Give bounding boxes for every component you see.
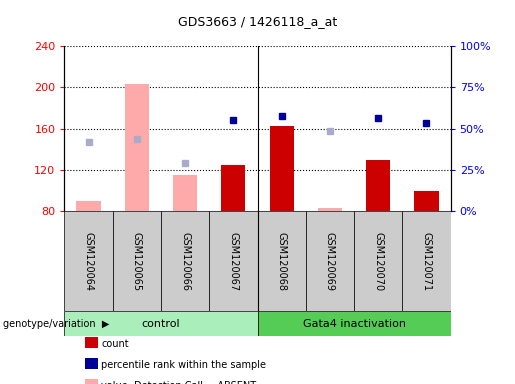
Bar: [306, 211, 354, 311]
Bar: [64, 311, 258, 336]
Bar: [221, 165, 246, 211]
Text: GSM120071: GSM120071: [421, 232, 432, 291]
Bar: [113, 211, 161, 311]
Text: Gata4 inactivation: Gata4 inactivation: [303, 318, 406, 329]
Bar: [209, 211, 258, 311]
Bar: [125, 84, 149, 211]
Text: value, Detection Call = ABSENT: value, Detection Call = ABSENT: [101, 381, 256, 384]
Bar: [258, 311, 451, 336]
Bar: [161, 211, 209, 311]
Bar: [64, 211, 113, 311]
Bar: [415, 190, 439, 211]
Bar: [269, 126, 294, 211]
Bar: [354, 211, 402, 311]
Bar: [318, 208, 342, 211]
Bar: [402, 211, 451, 311]
Bar: [76, 201, 100, 211]
Text: count: count: [101, 339, 129, 349]
Text: GDS3663 / 1426118_a_at: GDS3663 / 1426118_a_at: [178, 15, 337, 28]
Bar: [258, 211, 306, 311]
Text: GSM120066: GSM120066: [180, 232, 190, 291]
Text: GSM120067: GSM120067: [228, 232, 238, 291]
Bar: [366, 160, 390, 211]
Text: control: control: [142, 318, 180, 329]
Text: percentile rank within the sample: percentile rank within the sample: [101, 360, 266, 370]
Text: GSM120070: GSM120070: [373, 232, 383, 291]
Bar: [173, 175, 197, 211]
Text: GSM120069: GSM120069: [325, 232, 335, 291]
Text: GSM120068: GSM120068: [277, 232, 287, 291]
Text: GSM120065: GSM120065: [132, 232, 142, 291]
Text: GSM120064: GSM120064: [83, 232, 94, 291]
Text: genotype/variation  ▶: genotype/variation ▶: [3, 318, 109, 329]
